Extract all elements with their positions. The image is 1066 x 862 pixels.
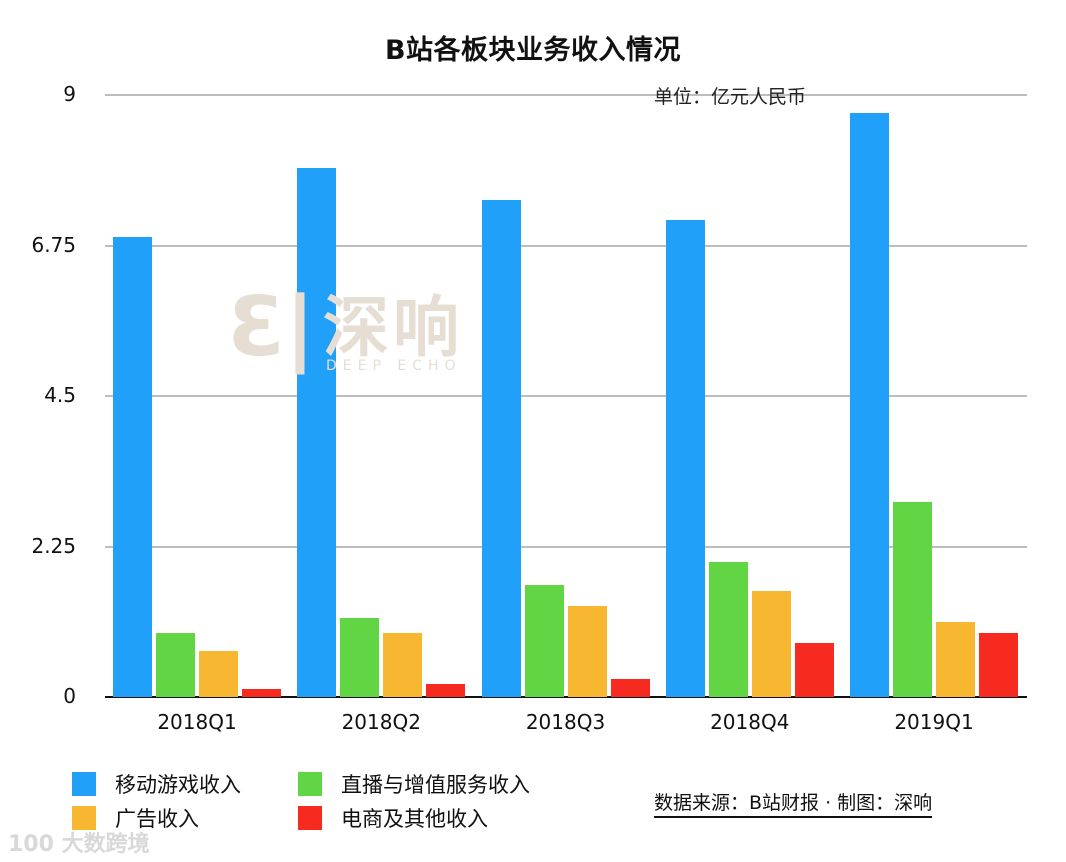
legend-swatch-icon bbox=[298, 772, 322, 796]
bar-2018Q3-s0 bbox=[481, 200, 521, 697]
y-tick-label: 2.25 bbox=[31, 533, 76, 558]
legend-swatch-icon bbox=[298, 806, 322, 830]
bar-2018Q1-s1 bbox=[156, 632, 195, 697]
legend-item-live-vas: 直播与增值服务收入 bbox=[298, 769, 530, 799]
bar-2018Q3-s1 bbox=[524, 585, 564, 697]
legend-swatch-icon bbox=[72, 806, 96, 830]
x-tick-label: 2018Q4 bbox=[710, 710, 790, 734]
y-tick-label: 0 bbox=[63, 684, 76, 708]
bar-2019Q1-s2 bbox=[936, 622, 975, 697]
bar-2018Q4-s2 bbox=[751, 591, 791, 697]
x-tick-label: 2018Q3 bbox=[525, 710, 606, 734]
bar-2018Q3-s2 bbox=[567, 606, 607, 697]
x-tick-label: 2018Q1 bbox=[157, 710, 237, 734]
y-tick-label: 9 bbox=[63, 82, 76, 106]
y-tick-label: 4.5 bbox=[44, 383, 76, 407]
gridline bbox=[105, 545, 1027, 548]
plot-area bbox=[105, 94, 1027, 698]
bar-2018Q2-s0 bbox=[297, 167, 337, 697]
legend-swatch-icon bbox=[72, 772, 96, 796]
x-axis-line bbox=[105, 696, 1027, 698]
bar-2018Q1-s2 bbox=[199, 650, 238, 697]
unit-label: 单位：亿元人民币 bbox=[654, 86, 807, 108]
y-tick-label: 6.75 bbox=[31, 232, 76, 257]
gridline bbox=[105, 395, 1027, 397]
bar-2018Q4-s1 bbox=[708, 561, 748, 697]
legend-item-advertising: 广告收入 bbox=[72, 803, 199, 833]
bar-2018Q2-s2 bbox=[383, 632, 423, 697]
bar-2019Q1-s3 bbox=[979, 632, 1018, 697]
bar-2018Q1-s3 bbox=[242, 688, 281, 697]
bar-2018Q2-s1 bbox=[340, 618, 380, 697]
gridline bbox=[105, 94, 1027, 96]
legend-item-ecommerce-other: 电商及其他收入 bbox=[298, 803, 488, 833]
bar-2018Q4-s0 bbox=[665, 220, 705, 697]
bar-2018Q4-s3 bbox=[794, 642, 834, 697]
bar-2019Q1-s0 bbox=[850, 113, 889, 697]
bar-2018Q2-s3 bbox=[426, 684, 466, 697]
bar-2018Q3-s3 bbox=[610, 678, 650, 697]
legend-item-mobile-games: 移动游戏收入 bbox=[72, 769, 241, 799]
data-source-note: 数据来源：B站财报 · 制图：深响 bbox=[654, 788, 933, 818]
corner-watermark: 100 大数跨境 bbox=[8, 832, 150, 857]
x-tick-label: 2019Q1 bbox=[894, 710, 974, 734]
gridline bbox=[105, 244, 1027, 247]
x-tick-label: 2018Q2 bbox=[341, 710, 421, 734]
bar-2018Q1-s0 bbox=[113, 236, 152, 697]
chart-title: B站各板块业务收入情况 bbox=[384, 35, 682, 66]
bar-2019Q1-s1 bbox=[893, 502, 932, 697]
